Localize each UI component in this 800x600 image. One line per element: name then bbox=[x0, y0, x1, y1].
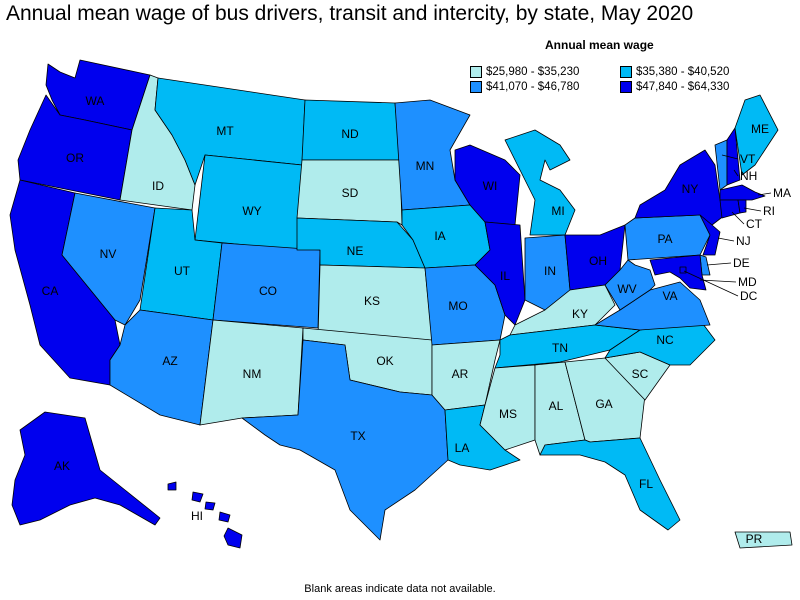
state-label-sd: SD bbox=[342, 186, 359, 200]
state-label-wi: WI bbox=[483, 179, 498, 193]
legend-item-bin-2: $35,380 - $40,520 bbox=[620, 66, 729, 78]
leader-line-dc bbox=[683, 270, 739, 297]
state-label-il: IL bbox=[500, 269, 510, 283]
state-label-wy: WY bbox=[242, 204, 261, 218]
state-wy[interactable] bbox=[194, 154, 303, 251]
state-label-ny: NY bbox=[682, 182, 699, 196]
state-sd[interactable] bbox=[296, 159, 403, 226]
state-label-nc: NC bbox=[656, 333, 674, 347]
state-label-ri: RI bbox=[763, 204, 775, 218]
state-label-ma: MA bbox=[773, 186, 791, 200]
state-ma[interactable] bbox=[719, 184, 766, 201]
state-ak[interactable] bbox=[11, 411, 161, 526]
state-label-or: OR bbox=[66, 151, 84, 165]
state-label-co: CO bbox=[259, 284, 277, 298]
leader-line-ct bbox=[731, 211, 745, 225]
leader-line-ma bbox=[757, 192, 772, 196]
state-ct[interactable] bbox=[719, 199, 741, 219]
state-label-la: LA bbox=[455, 441, 470, 455]
state-label-de: DE bbox=[733, 256, 750, 270]
state-label-tx: TX bbox=[350, 429, 365, 443]
state-label-ok: OK bbox=[376, 354, 393, 368]
state-label-mn: MN bbox=[416, 159, 435, 173]
state-label-sc: SC bbox=[632, 367, 649, 381]
state-label-pr: PR bbox=[746, 532, 763, 546]
state-nh[interactable] bbox=[726, 127, 741, 186]
state-md[interactable] bbox=[649, 254, 707, 291]
leader-line-nh bbox=[733, 169, 739, 177]
footnote: Blank areas indicate data not available. bbox=[304, 583, 496, 595]
state-label-wv: WV bbox=[617, 282, 636, 296]
legend-title: Annual mean wage bbox=[545, 38, 654, 52]
state-label-fl: FL bbox=[639, 477, 653, 491]
state-dc[interactable] bbox=[679, 266, 687, 274]
state-label-ga: GA bbox=[595, 397, 612, 411]
state-label-az: AZ bbox=[162, 354, 177, 368]
legend-label-bin-3: $41,070 - $46,780 bbox=[486, 81, 580, 93]
state-label-dc: DC bbox=[740, 289, 758, 303]
map-title: Annual mean wage of bus drivers, transit… bbox=[6, 2, 694, 25]
state-label-va: VA bbox=[662, 289, 677, 303]
state-ny[interactable] bbox=[634, 149, 726, 226]
state-label-al: AL bbox=[549, 399, 564, 413]
legend-item-bin-1: $25,980 - $35,230 bbox=[470, 66, 579, 78]
legend-label-bin-2: $35,380 - $40,520 bbox=[636, 66, 730, 78]
state-label-mt: MT bbox=[216, 124, 234, 138]
state-label-ar: AR bbox=[452, 367, 469, 381]
state-label-ms: MS bbox=[499, 407, 517, 421]
state-label-vt: VT bbox=[740, 152, 756, 166]
state-label-ks: KS bbox=[364, 294, 380, 308]
state-label-oh: OH bbox=[589, 254, 607, 268]
state-il[interactable] bbox=[474, 221, 526, 326]
state-label-hi: HI bbox=[191, 509, 203, 523]
state-tx[interactable] bbox=[241, 339, 449, 541]
state-nj[interactable] bbox=[699, 214, 721, 256]
state-label-nd: ND bbox=[341, 127, 359, 141]
state-label-ne: NE bbox=[347, 244, 364, 258]
legend-swatch-bin-2 bbox=[620, 66, 632, 78]
state-label-pa: PA bbox=[657, 232, 672, 246]
state-label-ky: KY bbox=[572, 307, 588, 321]
state-label-nm: NM bbox=[243, 367, 262, 381]
state-label-mi: MI bbox=[551, 204, 564, 218]
leader-line-nj bbox=[717, 237, 735, 242]
state-me[interactable] bbox=[734, 94, 779, 176]
state-fl[interactable] bbox=[539, 437, 681, 531]
leader-line-vt bbox=[721, 154, 739, 160]
state-ri[interactable] bbox=[737, 199, 747, 214]
state-label-nh: NH bbox=[740, 169, 757, 183]
state-label-ca: CA bbox=[42, 284, 59, 298]
leader-line-md bbox=[699, 279, 737, 283]
state-label-ia: IA bbox=[434, 229, 445, 243]
state-label-id: ID bbox=[152, 179, 164, 193]
legend-label-bin-1: $25,980 - $35,230 bbox=[486, 66, 580, 78]
state-label-nj: NJ bbox=[736, 234, 751, 248]
legend-item-bin-4: $47,840 - $64,330 bbox=[620, 81, 729, 93]
state-wv[interactable] bbox=[604, 259, 656, 311]
legend-swatch-bin-1 bbox=[470, 66, 482, 78]
state-label-in: IN bbox=[544, 264, 556, 278]
state-label-ct: CT bbox=[746, 217, 763, 231]
leader-line-ri bbox=[743, 207, 762, 212]
state-label-ak: AK bbox=[54, 459, 70, 473]
state-label-me: ME bbox=[751, 122, 769, 136]
legend-swatch-bin-3 bbox=[470, 81, 482, 93]
legend-swatch-bin-4 bbox=[620, 81, 632, 93]
state-label-wa: WA bbox=[86, 94, 105, 108]
state-label-mo: MO bbox=[448, 299, 467, 313]
state-mi[interactable] bbox=[504, 129, 576, 236]
state-labels: WA OR CA ID NV MT WY UT AZ CO NM ND SD NE KS OK TX MN IA MO… bbox=[42, 94, 791, 546]
state-label-md: MD bbox=[738, 275, 757, 289]
state-label-tn: TN bbox=[552, 341, 568, 355]
leader-line-de bbox=[706, 262, 732, 266]
state-pr[interactable] bbox=[734, 531, 793, 549]
legend-item-bin-3: $41,070 - $46,780 bbox=[470, 81, 579, 93]
legend-label-bin-4: $47,840 - $64,330 bbox=[636, 81, 730, 93]
state-label-ut: UT bbox=[174, 264, 191, 278]
state-label-nv: NV bbox=[100, 247, 117, 261]
state-hi[interactable] bbox=[167, 481, 243, 549]
